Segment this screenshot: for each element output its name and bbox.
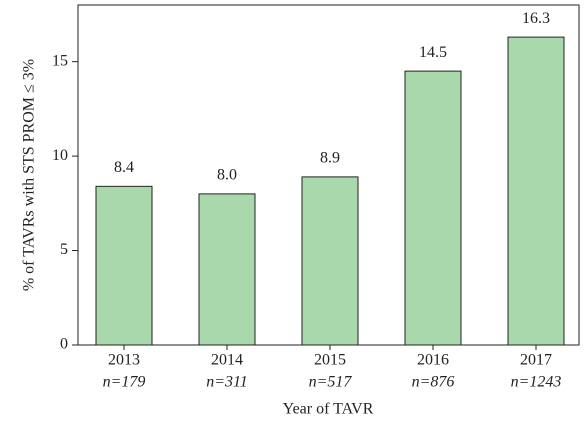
bar: [198, 193, 256, 346]
x-tick-label: 2017: [520, 352, 552, 369]
x-axis-label: Year of TAVR: [283, 401, 374, 418]
value-label: 8.0: [217, 167, 237, 184]
bar: [301, 176, 359, 346]
x-tick-note: n=517: [309, 374, 353, 391]
y-axis-label: % of TAVRs with STS PROM ≤ 3%: [21, 59, 38, 291]
value-label: 16.3: [522, 10, 550, 27]
bar: [404, 70, 462, 346]
value-label: 8.4: [114, 159, 134, 176]
x-tick-note: n=311: [206, 374, 248, 391]
x-tick-note: n=179: [103, 374, 146, 391]
value-label: 8.9: [320, 150, 340, 167]
bar: [507, 36, 565, 346]
y-tick-label: 15: [52, 52, 68, 69]
x-tick-note: n=1243: [511, 374, 562, 391]
bar: [95, 185, 153, 346]
x-tick-label: 2013: [108, 352, 140, 369]
y-tick-label: 5: [60, 241, 68, 258]
x-tick-label: 2016: [417, 352, 449, 369]
x-tick-note: n=876: [412, 374, 455, 391]
x-tick-label: 2015: [314, 352, 346, 369]
x-tick-label: 2014: [211, 352, 243, 369]
y-tick-label: 0: [60, 336, 68, 353]
value-label: 14.5: [419, 44, 447, 61]
y-tick-label: 10: [52, 147, 68, 164]
